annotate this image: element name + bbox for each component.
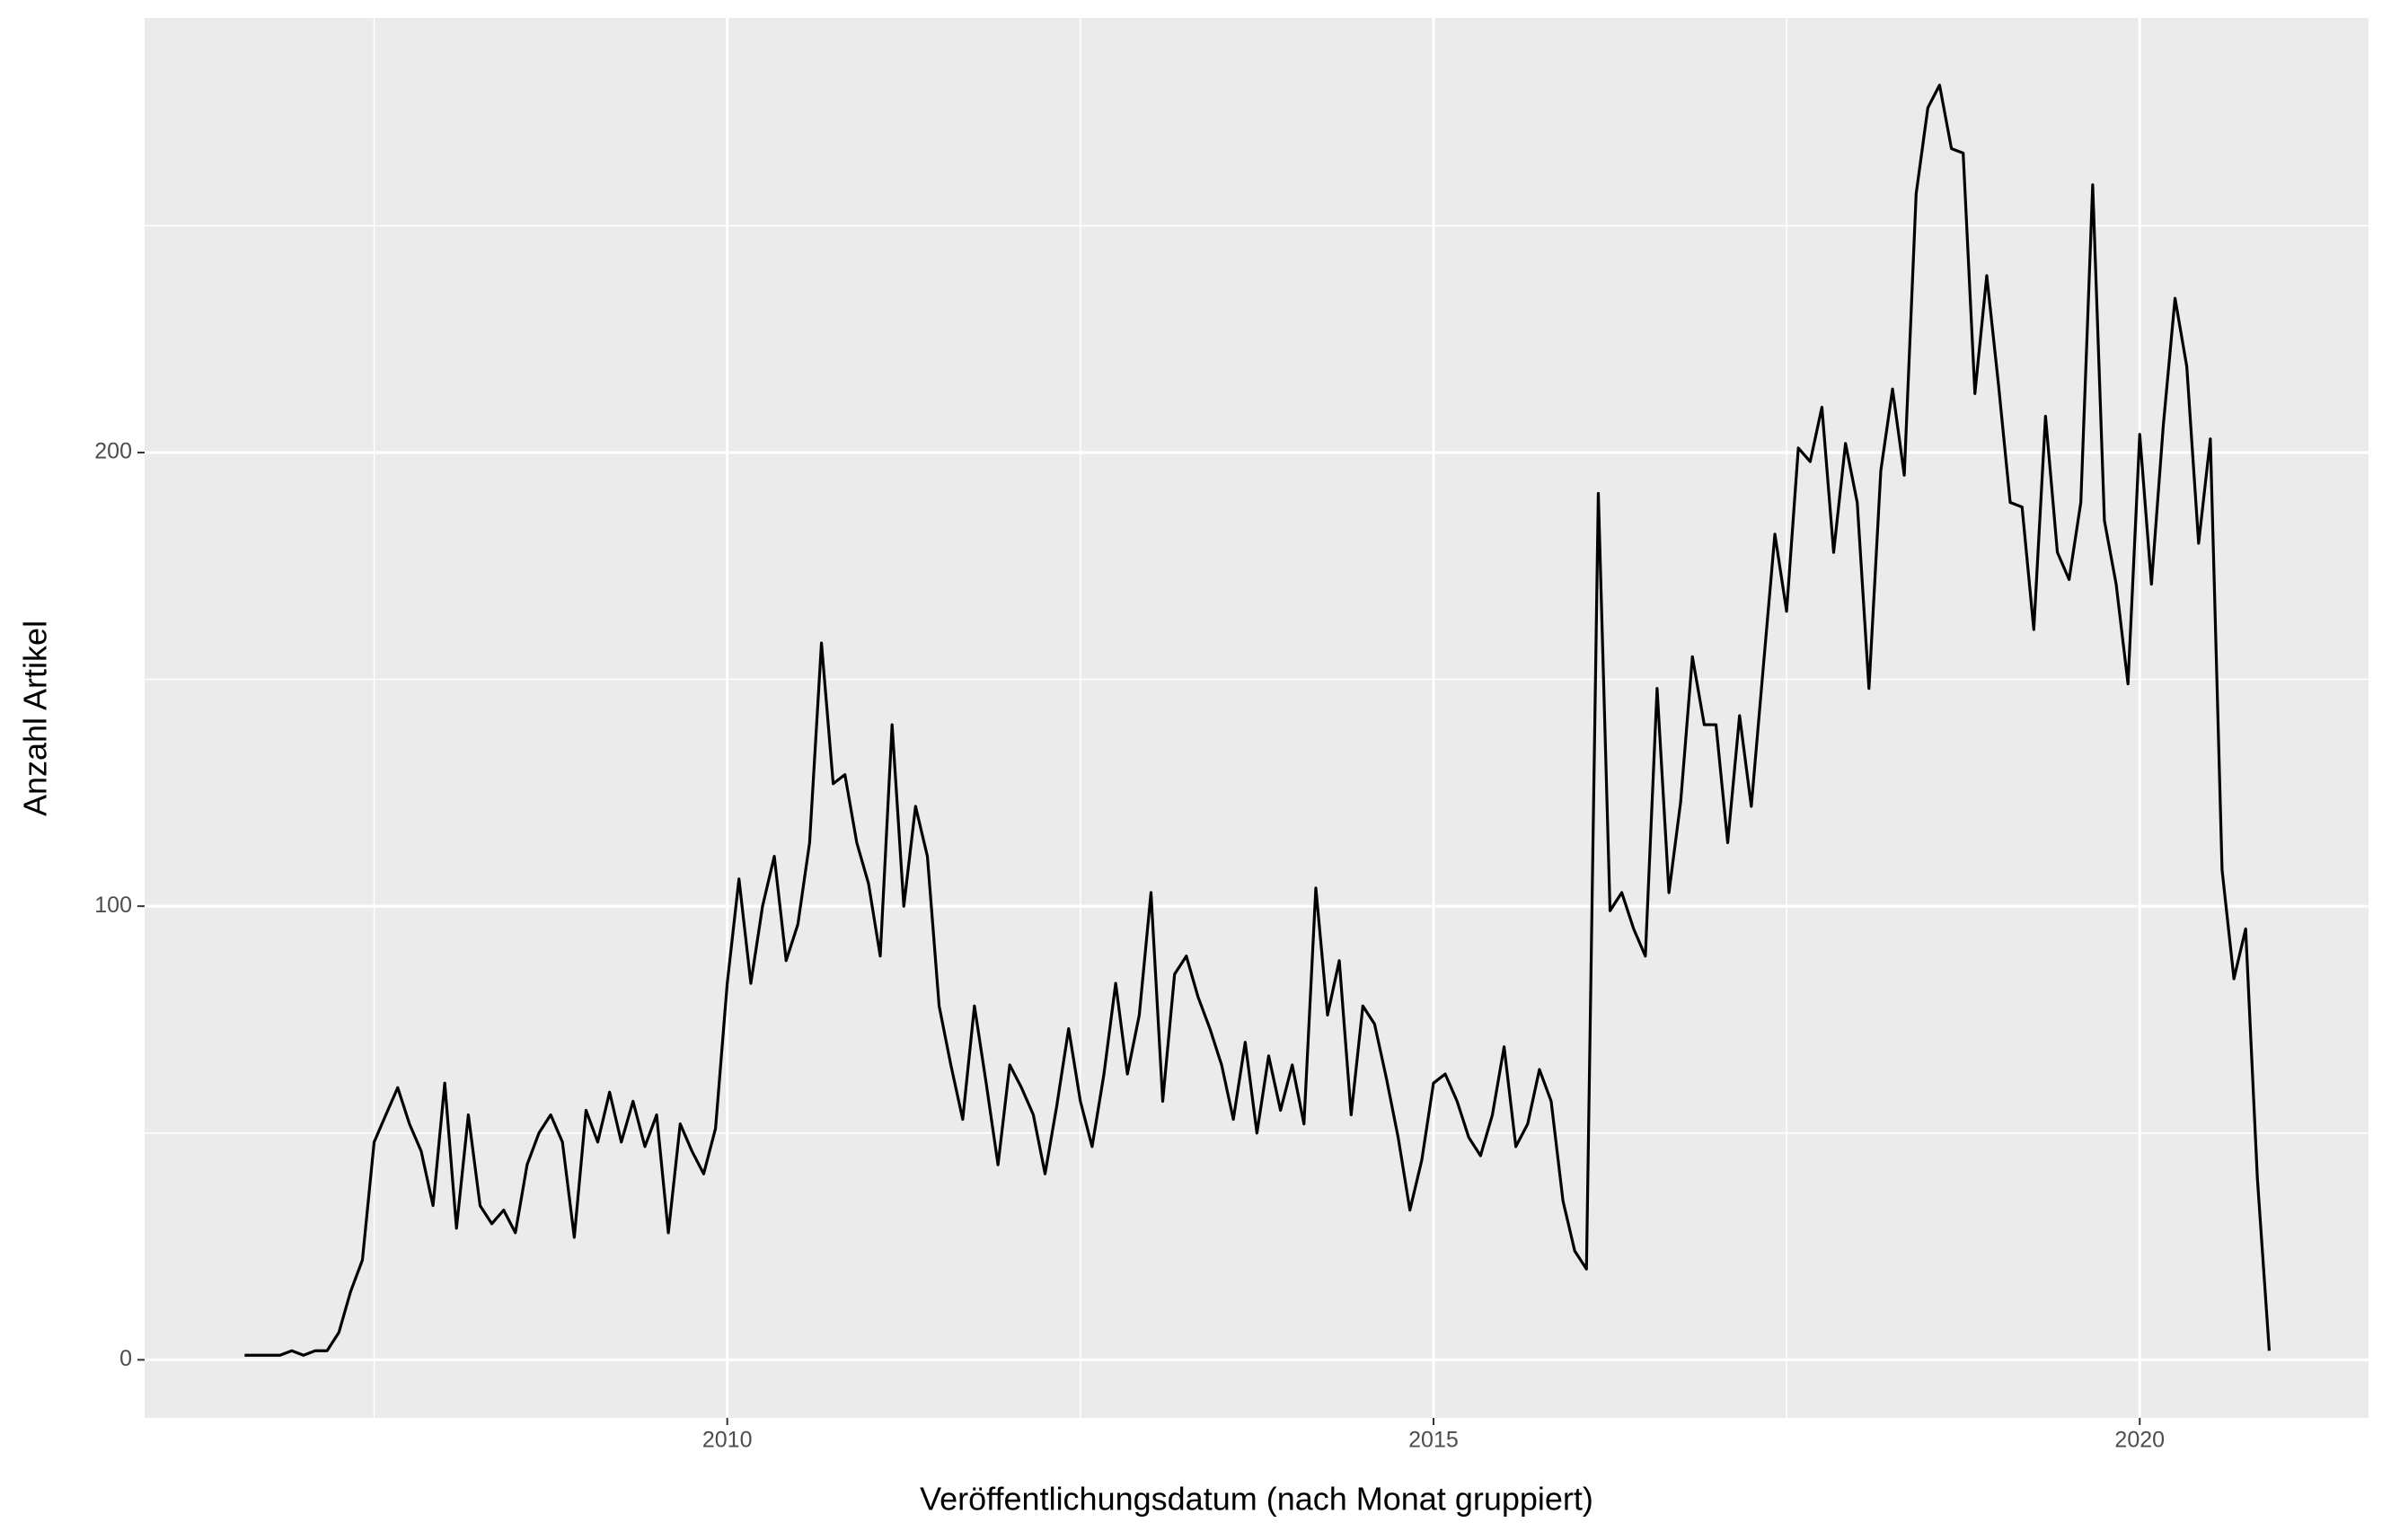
y-tick-label: 0	[119, 1346, 132, 1371]
x-tick-label: 2010	[702, 1428, 753, 1453]
line	[244, 84, 2272, 1357]
panel	[145, 18, 2369, 1418]
y-tick-label: 100	[94, 893, 132, 918]
x-tick-label: 2020	[2114, 1428, 2165, 1453]
x-tick-label: 2015	[1408, 1428, 1459, 1453]
x-axis-title: Veröffentlichungsdatum (nach Monat grupp…	[920, 1481, 1593, 1518]
y-axis-title: Anzahl Artikel	[17, 620, 54, 816]
y-tick-label: 200	[94, 439, 132, 464]
